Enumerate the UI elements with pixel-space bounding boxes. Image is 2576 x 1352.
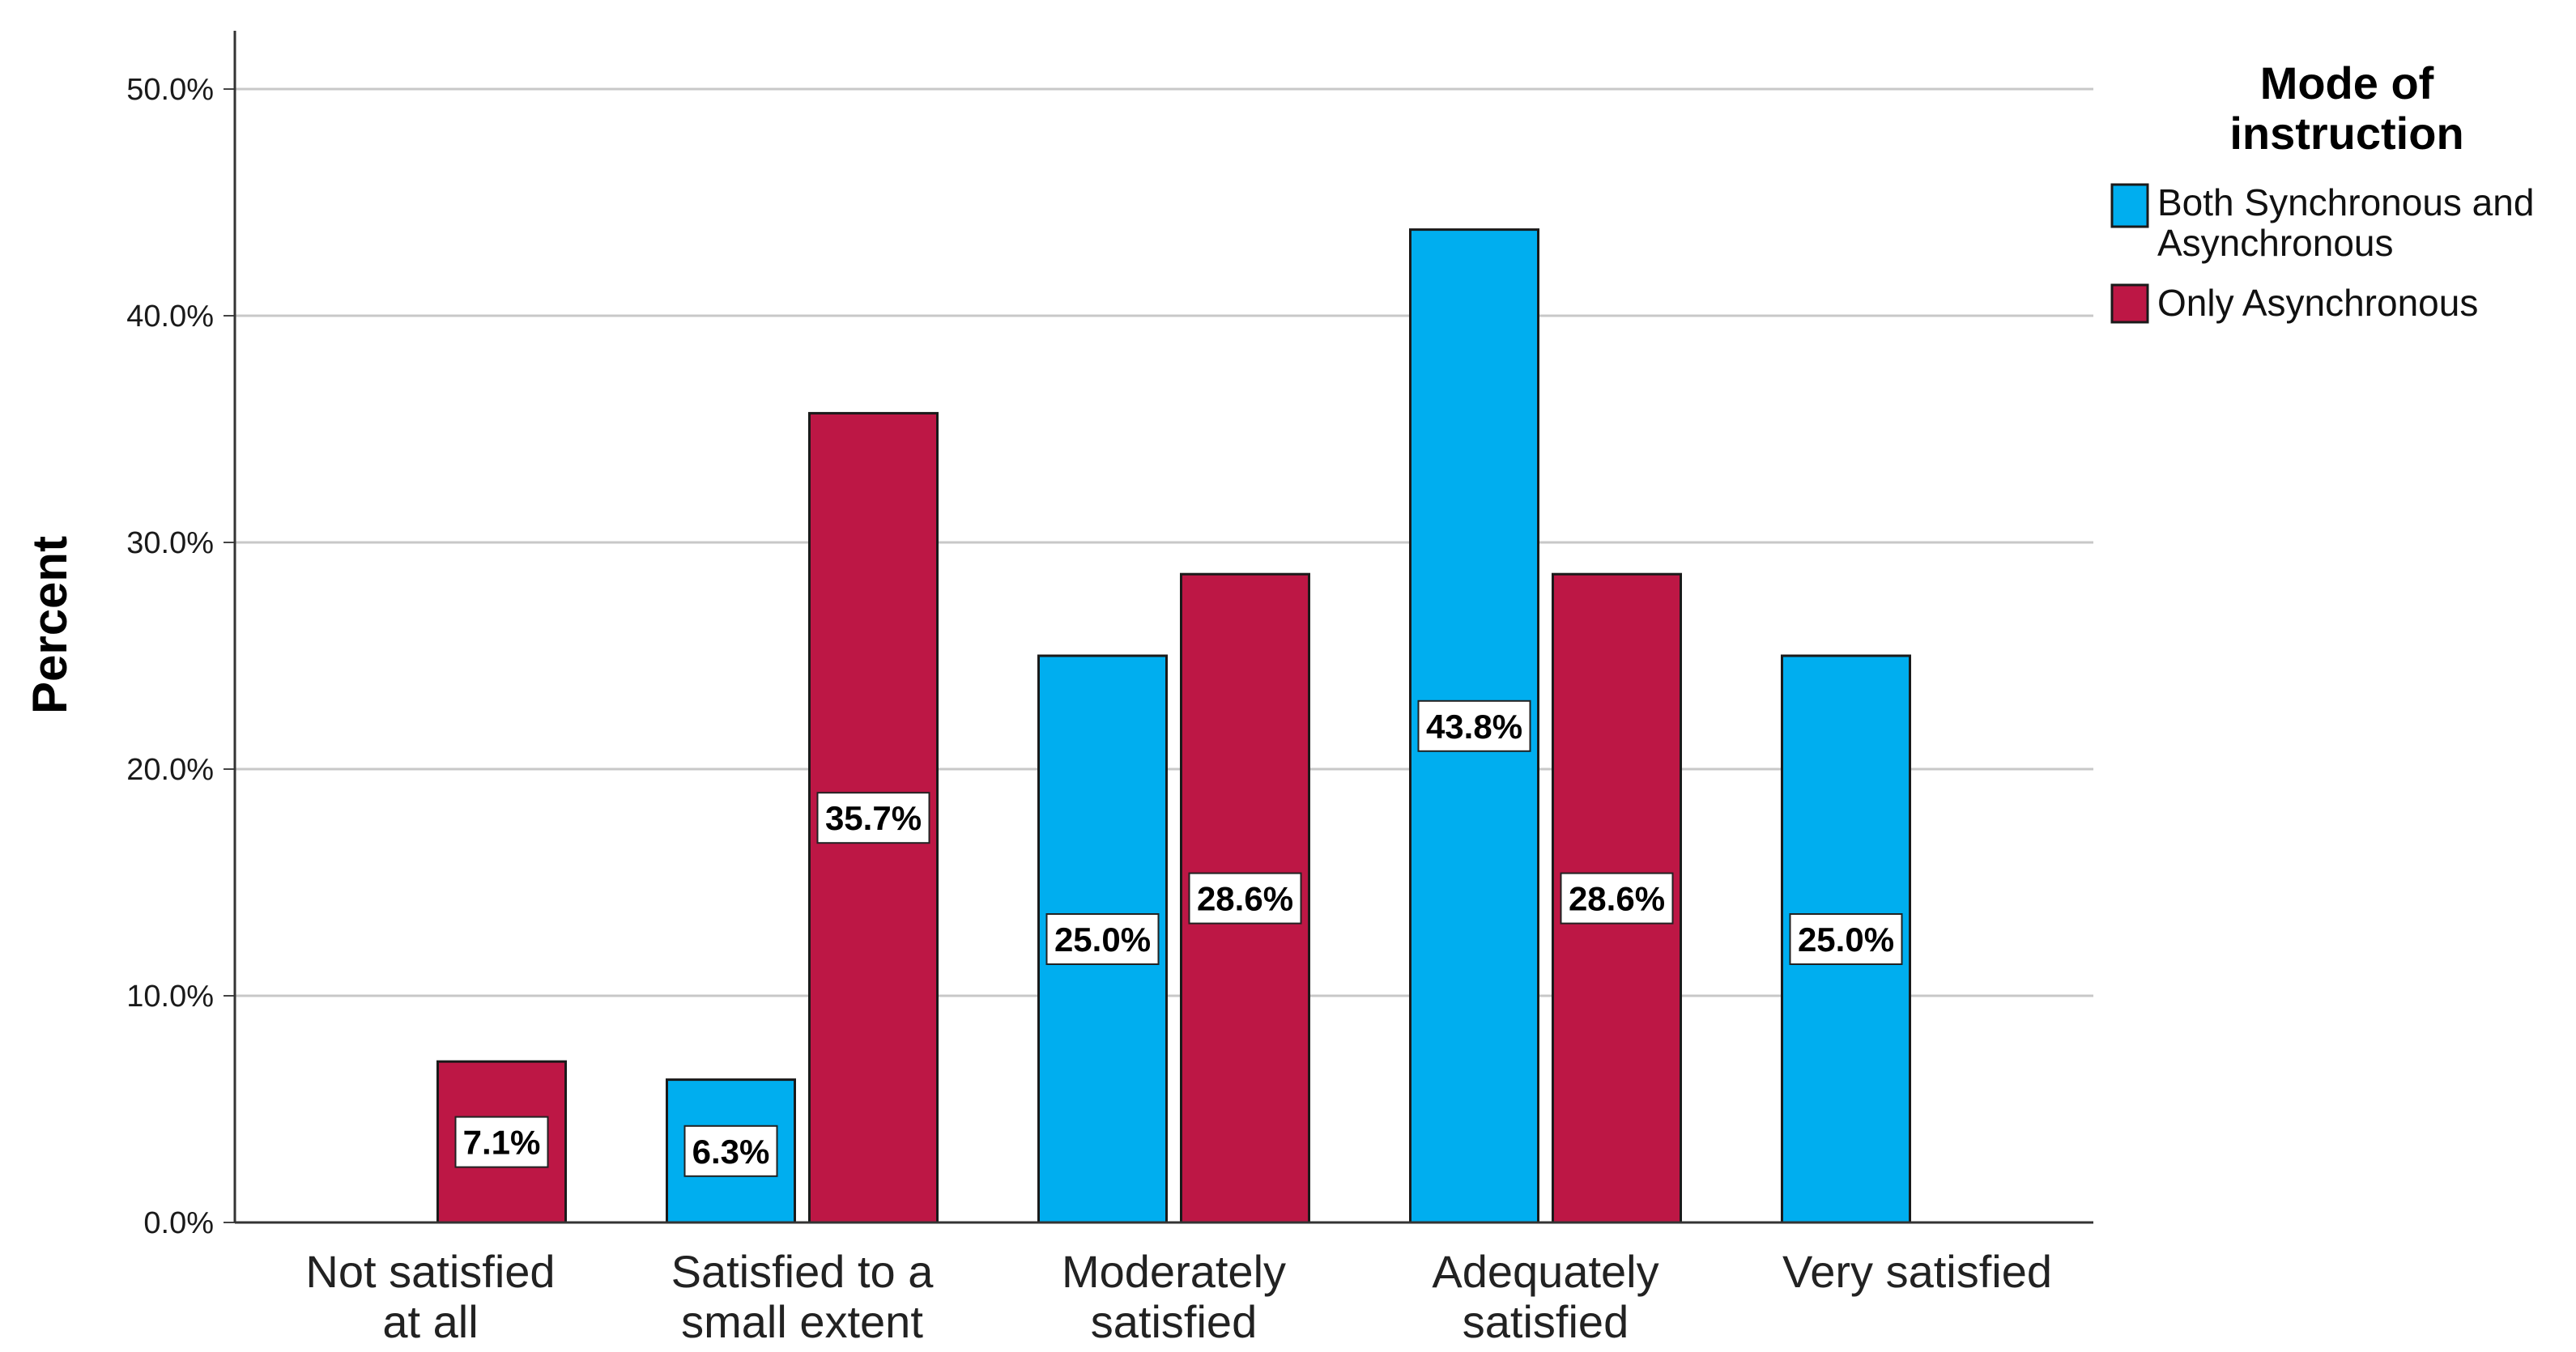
legend-entry: Only Asynchronous xyxy=(2157,282,2478,324)
bars xyxy=(295,228,2053,1224)
legend-title: Mode of xyxy=(2260,57,2434,108)
category-label: at all xyxy=(382,1296,478,1347)
y-tick-label: 20.0% xyxy=(126,753,214,787)
category-label: Satisfied to a xyxy=(671,1246,935,1297)
y-tick-label: 0.0% xyxy=(143,1206,214,1240)
category-label: Moderately xyxy=(1062,1246,1286,1297)
data-label: 28.6% xyxy=(1569,880,1665,918)
category-label: Adequately xyxy=(1432,1246,1658,1297)
legend-swatch xyxy=(2110,283,2149,324)
legend-swatch xyxy=(2110,183,2149,228)
axes: 0.0% 10.0% 20.0% 30.0% 40.0% 50.0% Not satisfi… xyxy=(23,31,2093,1347)
y-tick-label: 30.0% xyxy=(126,526,214,560)
data-label-box xyxy=(1789,913,1903,965)
y-tick-label: 40.0% xyxy=(126,300,214,334)
data-label-box xyxy=(454,1116,549,1168)
data-label-box xyxy=(1188,872,1302,925)
category-label: Very satisfied xyxy=(1782,1246,2052,1297)
y-tick-label: 10.0% xyxy=(126,980,214,1014)
category-label: Not satisfied xyxy=(305,1246,555,1297)
data-label-box xyxy=(1417,699,1531,752)
category-label: small extent xyxy=(681,1296,923,1347)
data-label-box xyxy=(1560,872,1674,925)
y-axis-title: Percent xyxy=(23,536,77,714)
data-labels: 7.1% 6.3% 35.7% 25.0% 28.6% 43.8% 28.6% 25.0% xyxy=(454,699,1903,1177)
legend-entry: Asynchronous xyxy=(2157,222,2394,264)
legend-title: instruction xyxy=(2229,108,2463,159)
category-label: satisfied xyxy=(1463,1296,1629,1347)
data-label: 25.0% xyxy=(1054,920,1151,959)
data-label: 25.0% xyxy=(1798,920,1894,959)
data-label-box xyxy=(1045,913,1160,965)
data-label: 6.3% xyxy=(692,1133,770,1171)
y-tick-label: 50.0% xyxy=(126,73,214,107)
category-label: satisfied xyxy=(1091,1296,1257,1347)
data-label: 43.8% xyxy=(1426,708,1522,746)
data-label: 7.1% xyxy=(463,1124,541,1162)
legend-entry: Both Synchronous and xyxy=(2157,181,2534,223)
data-label: 28.6% xyxy=(1197,880,1293,918)
data-label-box xyxy=(683,1125,778,1177)
data-label: 35.7% xyxy=(825,799,922,837)
data-label-box xyxy=(816,792,930,844)
